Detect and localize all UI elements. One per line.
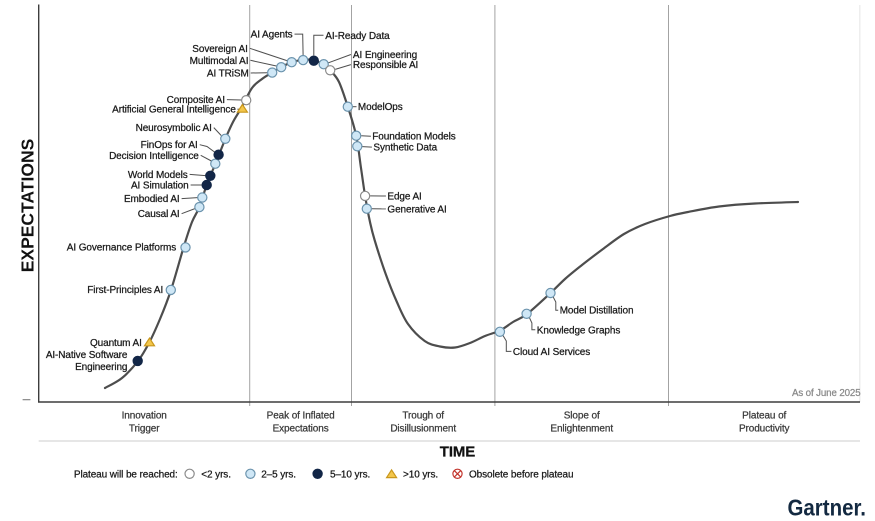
- svg-text:Synthetic Data: Synthetic Data: [373, 143, 437, 154]
- svg-text:Embodied AI: Embodied AI: [124, 194, 180, 205]
- svg-text:FinOps for AI: FinOps for AI: [141, 140, 198, 151]
- svg-text:Sovereign AI: Sovereign AI: [192, 44, 248, 55]
- svg-text:AI-Native Software: AI-Native Software: [46, 350, 128, 361]
- svg-text:2–5 yrs.: 2–5 yrs.: [261, 469, 296, 480]
- svg-text:EXPECTATIONS: EXPECTATIONS: [18, 139, 38, 273]
- svg-text:Productivity: Productivity: [739, 423, 790, 434]
- svg-text:Foundation Models: Foundation Models: [372, 132, 455, 143]
- svg-text:First-Principles AI: First-Principles AI: [87, 285, 163, 296]
- svg-text:Innovation: Innovation: [122, 411, 167, 422]
- svg-text:ModelOps: ModelOps: [358, 102, 403, 113]
- svg-text:5–10 yrs.: 5–10 yrs.: [330, 469, 370, 480]
- svg-text:Decision Intelligence: Decision Intelligence: [109, 151, 199, 162]
- svg-text:Cloud AI Services: Cloud AI Services: [513, 347, 590, 358]
- svg-text:Neurosymbolic AI: Neurosymbolic AI: [136, 123, 212, 134]
- svg-text:TIME: TIME: [440, 444, 476, 461]
- svg-text:AI Agents: AI Agents: [251, 30, 293, 41]
- svg-text:Knowledge Graphs: Knowledge Graphs: [537, 325, 621, 336]
- svg-text:Obsolete before plateau: Obsolete before plateau: [469, 469, 573, 480]
- svg-text:AI Engineering: AI Engineering: [353, 50, 417, 61]
- svg-text:AI-Ready Data: AI-Ready Data: [325, 31, 390, 42]
- svg-text:Trough of: Trough of: [402, 411, 444, 422]
- svg-text:Trigger: Trigger: [129, 423, 160, 434]
- svg-text:Edge AI: Edge AI: [387, 192, 421, 203]
- svg-text:Composite AI: Composite AI: [167, 95, 225, 106]
- svg-text:Disillusionment: Disillusionment: [390, 423, 456, 434]
- svg-text:Generative AI: Generative AI: [387, 204, 446, 215]
- svg-text:<2 yrs.: <2 yrs.: [201, 469, 231, 480]
- svg-text:Multimodal AI: Multimodal AI: [190, 56, 249, 67]
- svg-text:Enlightenment: Enlightenment: [550, 423, 613, 434]
- svg-text:Model Distillation: Model Distillation: [560, 306, 634, 317]
- svg-text:Gartner.: Gartner.: [788, 494, 866, 520]
- svg-text:AI Governance Platforms: AI Governance Platforms: [67, 243, 177, 254]
- svg-text:Peak of Inflated: Peak of Inflated: [267, 411, 335, 422]
- svg-text:Responsible AI: Responsible AI: [353, 60, 418, 71]
- svg-text:As of June 2025: As of June 2025: [792, 388, 861, 399]
- svg-text:Artificial General Intelligenc: Artificial General Intelligence: [112, 105, 236, 116]
- svg-text:AI Simulation: AI Simulation: [131, 181, 189, 192]
- svg-text:Causal AI: Causal AI: [138, 209, 180, 220]
- svg-text:>10 yrs.: >10 yrs.: [403, 469, 438, 480]
- svg-text:Plateau will be reached:: Plateau will be reached:: [74, 469, 178, 480]
- svg-text:Slope of: Slope of: [564, 411, 600, 422]
- svg-text:World Models: World Models: [128, 170, 188, 181]
- svg-text:Plateau of: Plateau of: [742, 411, 786, 422]
- svg-text:AI TRiSM: AI TRiSM: [207, 69, 249, 80]
- svg-text:Quantum AI: Quantum AI: [90, 338, 142, 349]
- svg-text:Engineering: Engineering: [75, 362, 127, 373]
- svg-text:Expectations: Expectations: [273, 423, 329, 434]
